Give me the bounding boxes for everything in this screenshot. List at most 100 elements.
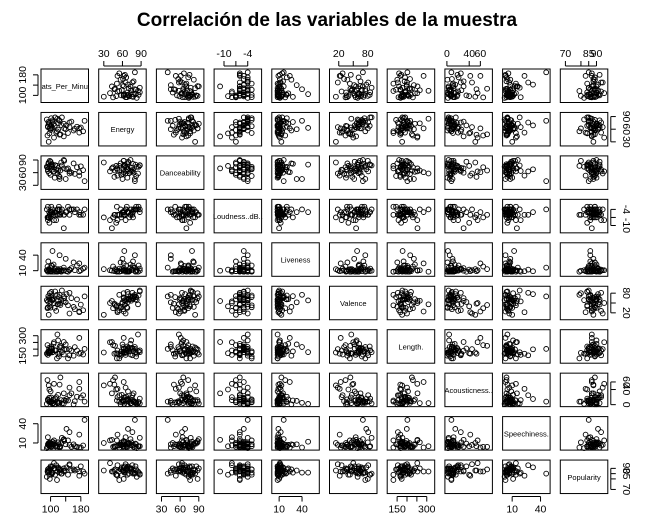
data-point: [368, 84, 375, 91]
data-point: [414, 225, 421, 232]
variable-label-speechiness: Speechiness.: [504, 429, 549, 438]
data-point: [357, 265, 364, 271]
data-point: [132, 417, 138, 423]
data-point: [450, 119, 456, 125]
data-point: [100, 159, 107, 166]
data-point: [342, 94, 349, 101]
data-point: [587, 94, 594, 100]
data-point: [192, 138, 198, 145]
data-point: [414, 168, 421, 175]
data-point: [503, 94, 510, 101]
variable-label-acousticness: Acousticness..: [444, 386, 492, 395]
data-point: [338, 129, 345, 136]
data-point: [425, 268, 432, 275]
data-point: [393, 86, 399, 93]
panel-acousticness-vs-speechiness: [501, 372, 551, 408]
data-point: [181, 119, 188, 125]
panel-length-vs-beats-per-minute: [40, 329, 89, 364]
data-point: [463, 463, 470, 470]
data-point: [521, 129, 528, 136]
data-point: [587, 119, 594, 125]
data-point: [71, 171, 78, 177]
data-point: [57, 266, 64, 272]
data-point: [477, 260, 484, 267]
data-point: [507, 176, 514, 182]
data-point: [81, 346, 88, 352]
panel-frame: [329, 242, 378, 277]
data-point: [194, 476, 201, 482]
data-point: [278, 85, 285, 92]
data-point: [514, 133, 520, 140]
data-point: [172, 203, 179, 210]
data-point: [126, 170, 133, 176]
data-point: [350, 217, 357, 223]
data-point: [585, 162, 592, 169]
data-point: [590, 138, 597, 145]
data-point: [107, 90, 113, 96]
data-point: [576, 163, 583, 169]
panel-energy-vs-speechiness: [501, 111, 551, 147]
data-point: [59, 114, 65, 121]
tick-label: 60: [17, 167, 29, 179]
data-point: [112, 85, 118, 92]
data-point: [187, 93, 193, 99]
data-point: [341, 171, 347, 177]
data-point: [126, 214, 133, 221]
data-point: [236, 128, 243, 135]
panel-valence-vs-popularity: [559, 285, 609, 321]
tick-label: 40: [296, 504, 308, 516]
data-point: [179, 134, 185, 141]
data-point: [51, 134, 57, 141]
data-point: [399, 125, 406, 131]
data-point: [477, 73, 484, 79]
data-point: [59, 287, 65, 294]
data-point: [248, 163, 255, 170]
data-point: [407, 76, 413, 82]
data-point: [466, 130, 473, 137]
panel-speechiness-vs-acousticness: [444, 416, 493, 451]
data-point: [334, 206, 341, 213]
panel-beats-per-minute-vs-danceability: [155, 68, 205, 103]
data-point: [119, 82, 126, 88]
data-point: [510, 165, 516, 171]
data-point: [504, 125, 511, 132]
data-point: [472, 159, 479, 166]
data-point: [288, 76, 295, 83]
panel-loudness-db-vs-energy: [98, 198, 147, 234]
data-point: [543, 398, 550, 405]
data-point: [484, 211, 490, 218]
data-point: [240, 114, 247, 121]
data-point: [132, 176, 138, 182]
data-point: [130, 258, 136, 265]
data-point: [359, 173, 365, 179]
data-point: [74, 296, 80, 303]
data-point: [450, 203, 456, 210]
data-point: [576, 355, 583, 362]
data-point: [425, 443, 432, 450]
panel-valence-vs-liveness: [271, 285, 320, 321]
data-point: [45, 138, 52, 145]
data-point: [420, 308, 427, 315]
data-point: [403, 81, 410, 88]
data-point: [66, 289, 73, 296]
tick-label: 10: [17, 265, 29, 277]
data-point: [65, 203, 71, 210]
data-point: [466, 219, 473, 226]
data-point: [460, 78, 467, 85]
data-point: [460, 133, 467, 140]
data-point: [396, 211, 402, 218]
data-point: [285, 90, 292, 97]
data-point: [347, 85, 354, 92]
tick-label: -4: [243, 48, 252, 60]
data-point: [457, 70, 464, 77]
data-point: [445, 209, 451, 215]
data-point: [409, 131, 415, 138]
data-point: [130, 78, 137, 85]
data-point: [525, 289, 532, 296]
data-point: [446, 331, 452, 338]
data-point: [135, 92, 142, 98]
data-point: [175, 209, 182, 215]
data-point: [420, 444, 427, 451]
data-point: [125, 268, 131, 275]
data-point: [484, 302, 490, 308]
